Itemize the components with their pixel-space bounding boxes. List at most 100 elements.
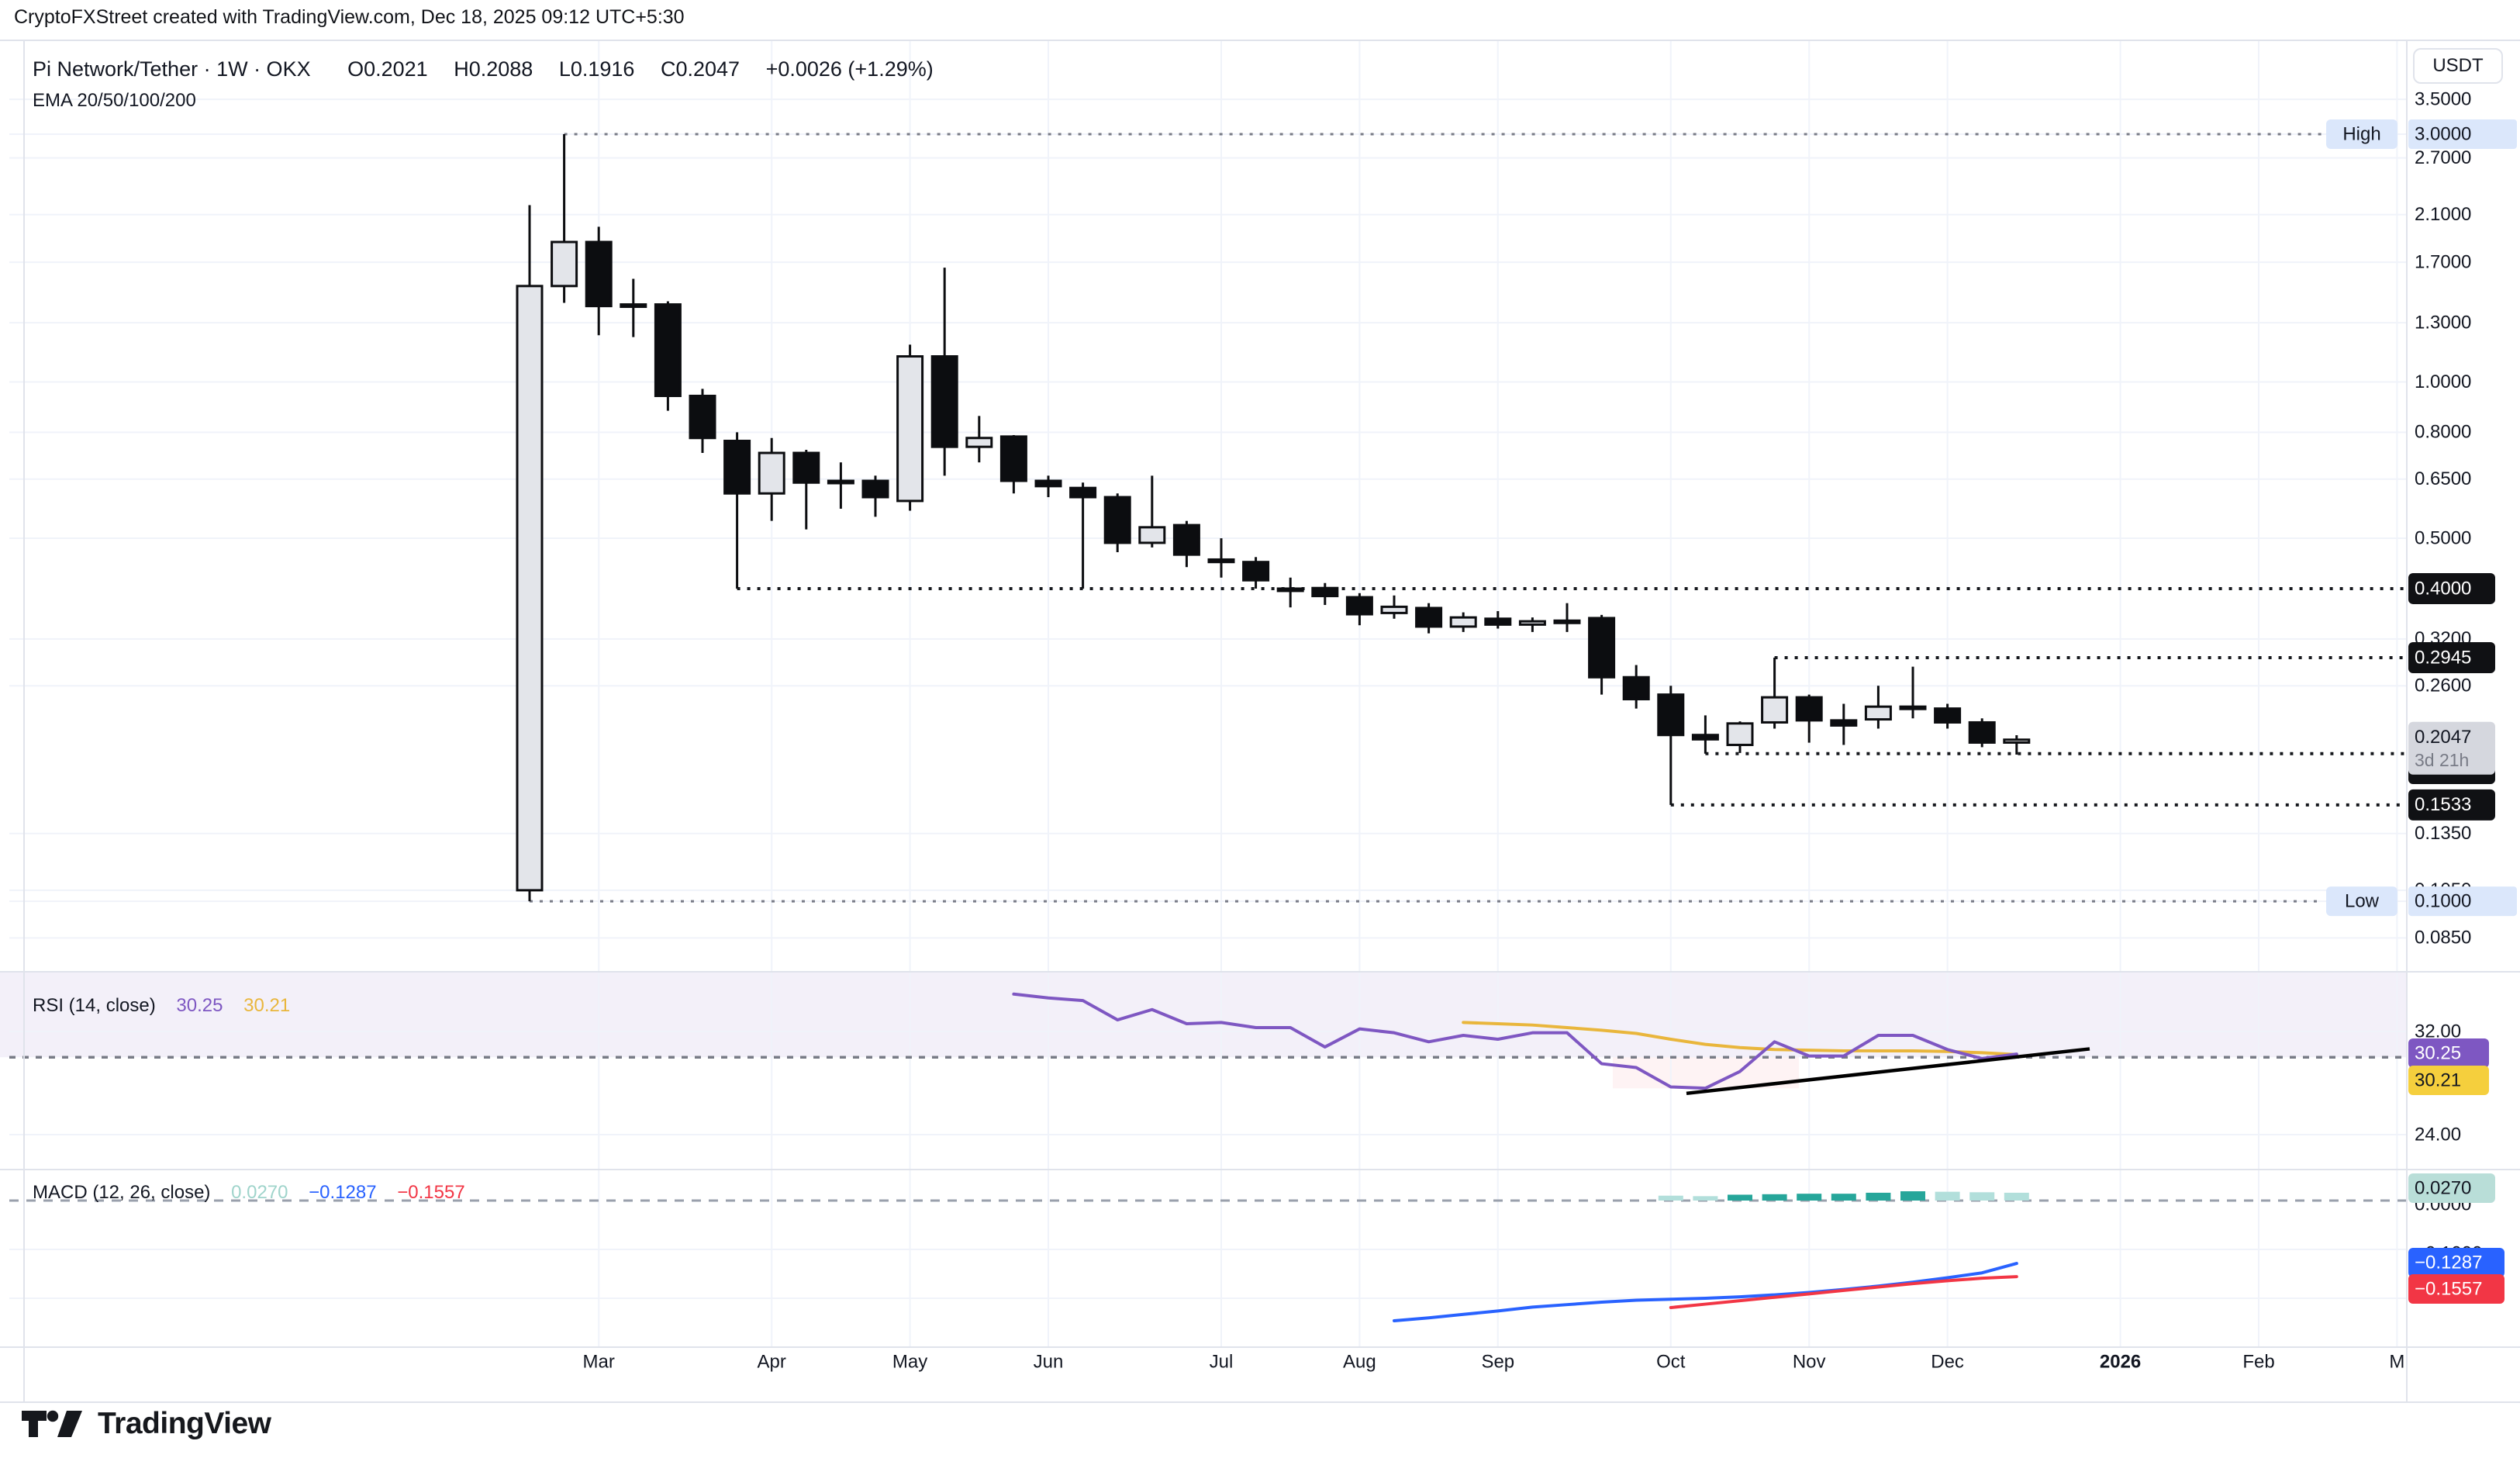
tradingview-logo-icon: [22, 1410, 82, 1437]
candle[interactable]: [1968, 718, 1996, 748]
candle[interactable]: [1657, 686, 1685, 805]
candle[interactable]: [654, 301, 682, 411]
macd-hist-badge: [2408, 1173, 2495, 1203]
tradingview-logo[interactable]: TradingView: [20, 1407, 271, 1441]
candle-body: [1172, 523, 1200, 556]
candle-body: [1691, 734, 1719, 741]
candle[interactable]: [1588, 614, 1616, 695]
candle-body: [1968, 720, 1996, 744]
candle-body: [654, 303, 682, 397]
price-level-badge: [2408, 641, 2495, 673]
macd-histogram-bar[interactable]: [1728, 1194, 1752, 1201]
candle[interactable]: [1484, 610, 1512, 629]
macd-histogram-bar[interactable]: [1900, 1191, 1925, 1201]
candle[interactable]: [1864, 686, 1892, 729]
currency-unit-button[interactable]: USDT: [2413, 48, 2503, 84]
macd-histogram-bar[interactable]: [1831, 1194, 1856, 1201]
candle[interactable]: [1934, 703, 1962, 729]
candle-body: [1276, 587, 1304, 593]
candle[interactable]: [1726, 721, 1754, 753]
current-price-label: 0.2047: [2415, 727, 2471, 748]
macd-signal-badge: [2408, 1274, 2504, 1304]
candle[interactable]: [758, 437, 785, 521]
ema-indicator-legend[interactable]: EMA 20/50/100/200: [33, 90, 196, 112]
macd-indicator-legend[interactable]: MACD (12, 26, close) 0.0270 −0.1287 −0.1…: [33, 1182, 465, 1204]
candle[interactable]: [516, 205, 544, 902]
candle[interactable]: [965, 416, 993, 463]
price-tick-label: 3.0000: [2415, 123, 2471, 144]
candle[interactable]: [1034, 475, 1062, 498]
candle[interactable]: [1069, 482, 1097, 589]
candle[interactable]: [551, 134, 578, 303]
candle[interactable]: [827, 462, 854, 509]
candle[interactable]: [723, 432, 751, 589]
month-label: May: [892, 1351, 927, 1372]
candle[interactable]: [2003, 734, 2031, 755]
macd-signal-badge-label: −0.1557: [2415, 1278, 2482, 1299]
candle[interactable]: [1103, 493, 1131, 553]
low-marker-label: Low: [2345, 890, 2380, 911]
candle-body: [689, 394, 716, 440]
rsi-indicator-legend[interactable]: RSI (14, close) 30.25 30.21: [33, 995, 290, 1017]
candle[interactable]: [1622, 665, 1650, 709]
macd-histogram-bar[interactable]: [1797, 1194, 1822, 1201]
candle[interactable]: [620, 278, 647, 337]
rsi-band: [0, 972, 2407, 1058]
symbol-title[interactable]: Pi Network/Tether · 1W · OKX: [33, 57, 311, 81]
candle[interactable]: [1207, 538, 1235, 578]
macd-signal-value: −0.1557: [397, 1182, 465, 1203]
candle[interactable]: [861, 475, 889, 517]
candle[interactable]: [1242, 557, 1270, 589]
macd-histogram-bar[interactable]: [1658, 1195, 1683, 1201]
month-label: Sep: [1481, 1351, 1514, 1372]
candle[interactable]: [1761, 657, 1789, 729]
month-label: Mar: [583, 1351, 615, 1372]
price-level-badge-label: 0.4000: [2415, 578, 2471, 599]
candle-body: [1242, 561, 1270, 582]
candle[interactable]: [792, 450, 820, 530]
macd-histogram-bar[interactable]: [1866, 1192, 1891, 1201]
price-level-badge: [2408, 572, 2495, 604]
candle[interactable]: [1276, 577, 1304, 608]
macd-histogram-bar[interactable]: [2004, 1192, 2029, 1201]
macd-histogram-bar[interactable]: [1762, 1194, 1787, 1201]
candle[interactable]: [1415, 603, 1443, 634]
candle-body: [1864, 705, 1892, 721]
macd-histogram-bar[interactable]: [1935, 1191, 1960, 1201]
tradingview-wordmark: TradingView: [98, 1407, 271, 1440]
candle-body: [1103, 496, 1131, 544]
symbol-legend[interactable]: Pi Network/Tether · 1W · OKX O0.2021 H0.…: [33, 57, 934, 81]
candle[interactable]: [1553, 603, 1581, 632]
macd-line-value: −0.1287: [309, 1182, 377, 1203]
candle[interactable]: [1449, 612, 1477, 632]
macd-histogram-bar[interactable]: [1693, 1196, 1718, 1201]
month-label: 2026: [2100, 1351, 2141, 1372]
candle[interactable]: [1830, 703, 1858, 745]
price-tick-label: 0.5000: [2415, 527, 2471, 548]
candle-body: [758, 451, 785, 495]
candle[interactable]: [1380, 595, 1408, 619]
candle[interactable]: [1518, 617, 1546, 632]
candle[interactable]: [1345, 593, 1373, 626]
candle[interactable]: [1795, 694, 1823, 743]
candle[interactable]: [1899, 666, 1927, 719]
macd-line-badge: [2408, 1248, 2504, 1277]
candle[interactable]: [1172, 520, 1200, 568]
candle[interactable]: [896, 344, 924, 511]
month-label: Jul: [1210, 1351, 1234, 1372]
macd-title: MACD (12, 26, close): [33, 1182, 211, 1203]
candle-body: [861, 479, 889, 499]
candle[interactable]: [1138, 475, 1166, 548]
candle[interactable]: [1311, 582, 1339, 606]
candle[interactable]: [689, 389, 716, 453]
candle[interactable]: [1691, 715, 1719, 754]
candle[interactable]: [930, 268, 958, 476]
price-tick-label: 3.5000: [2415, 89, 2471, 110]
macd-histogram-bar[interactable]: [1969, 1192, 1995, 1201]
rsi-line: [1012, 992, 2018, 1090]
candle[interactable]: [585, 226, 613, 336]
candle[interactable]: [999, 435, 1027, 494]
price-tick-label: 2.7000: [2415, 147, 2471, 168]
month-label: M: [2389, 1351, 2404, 1372]
